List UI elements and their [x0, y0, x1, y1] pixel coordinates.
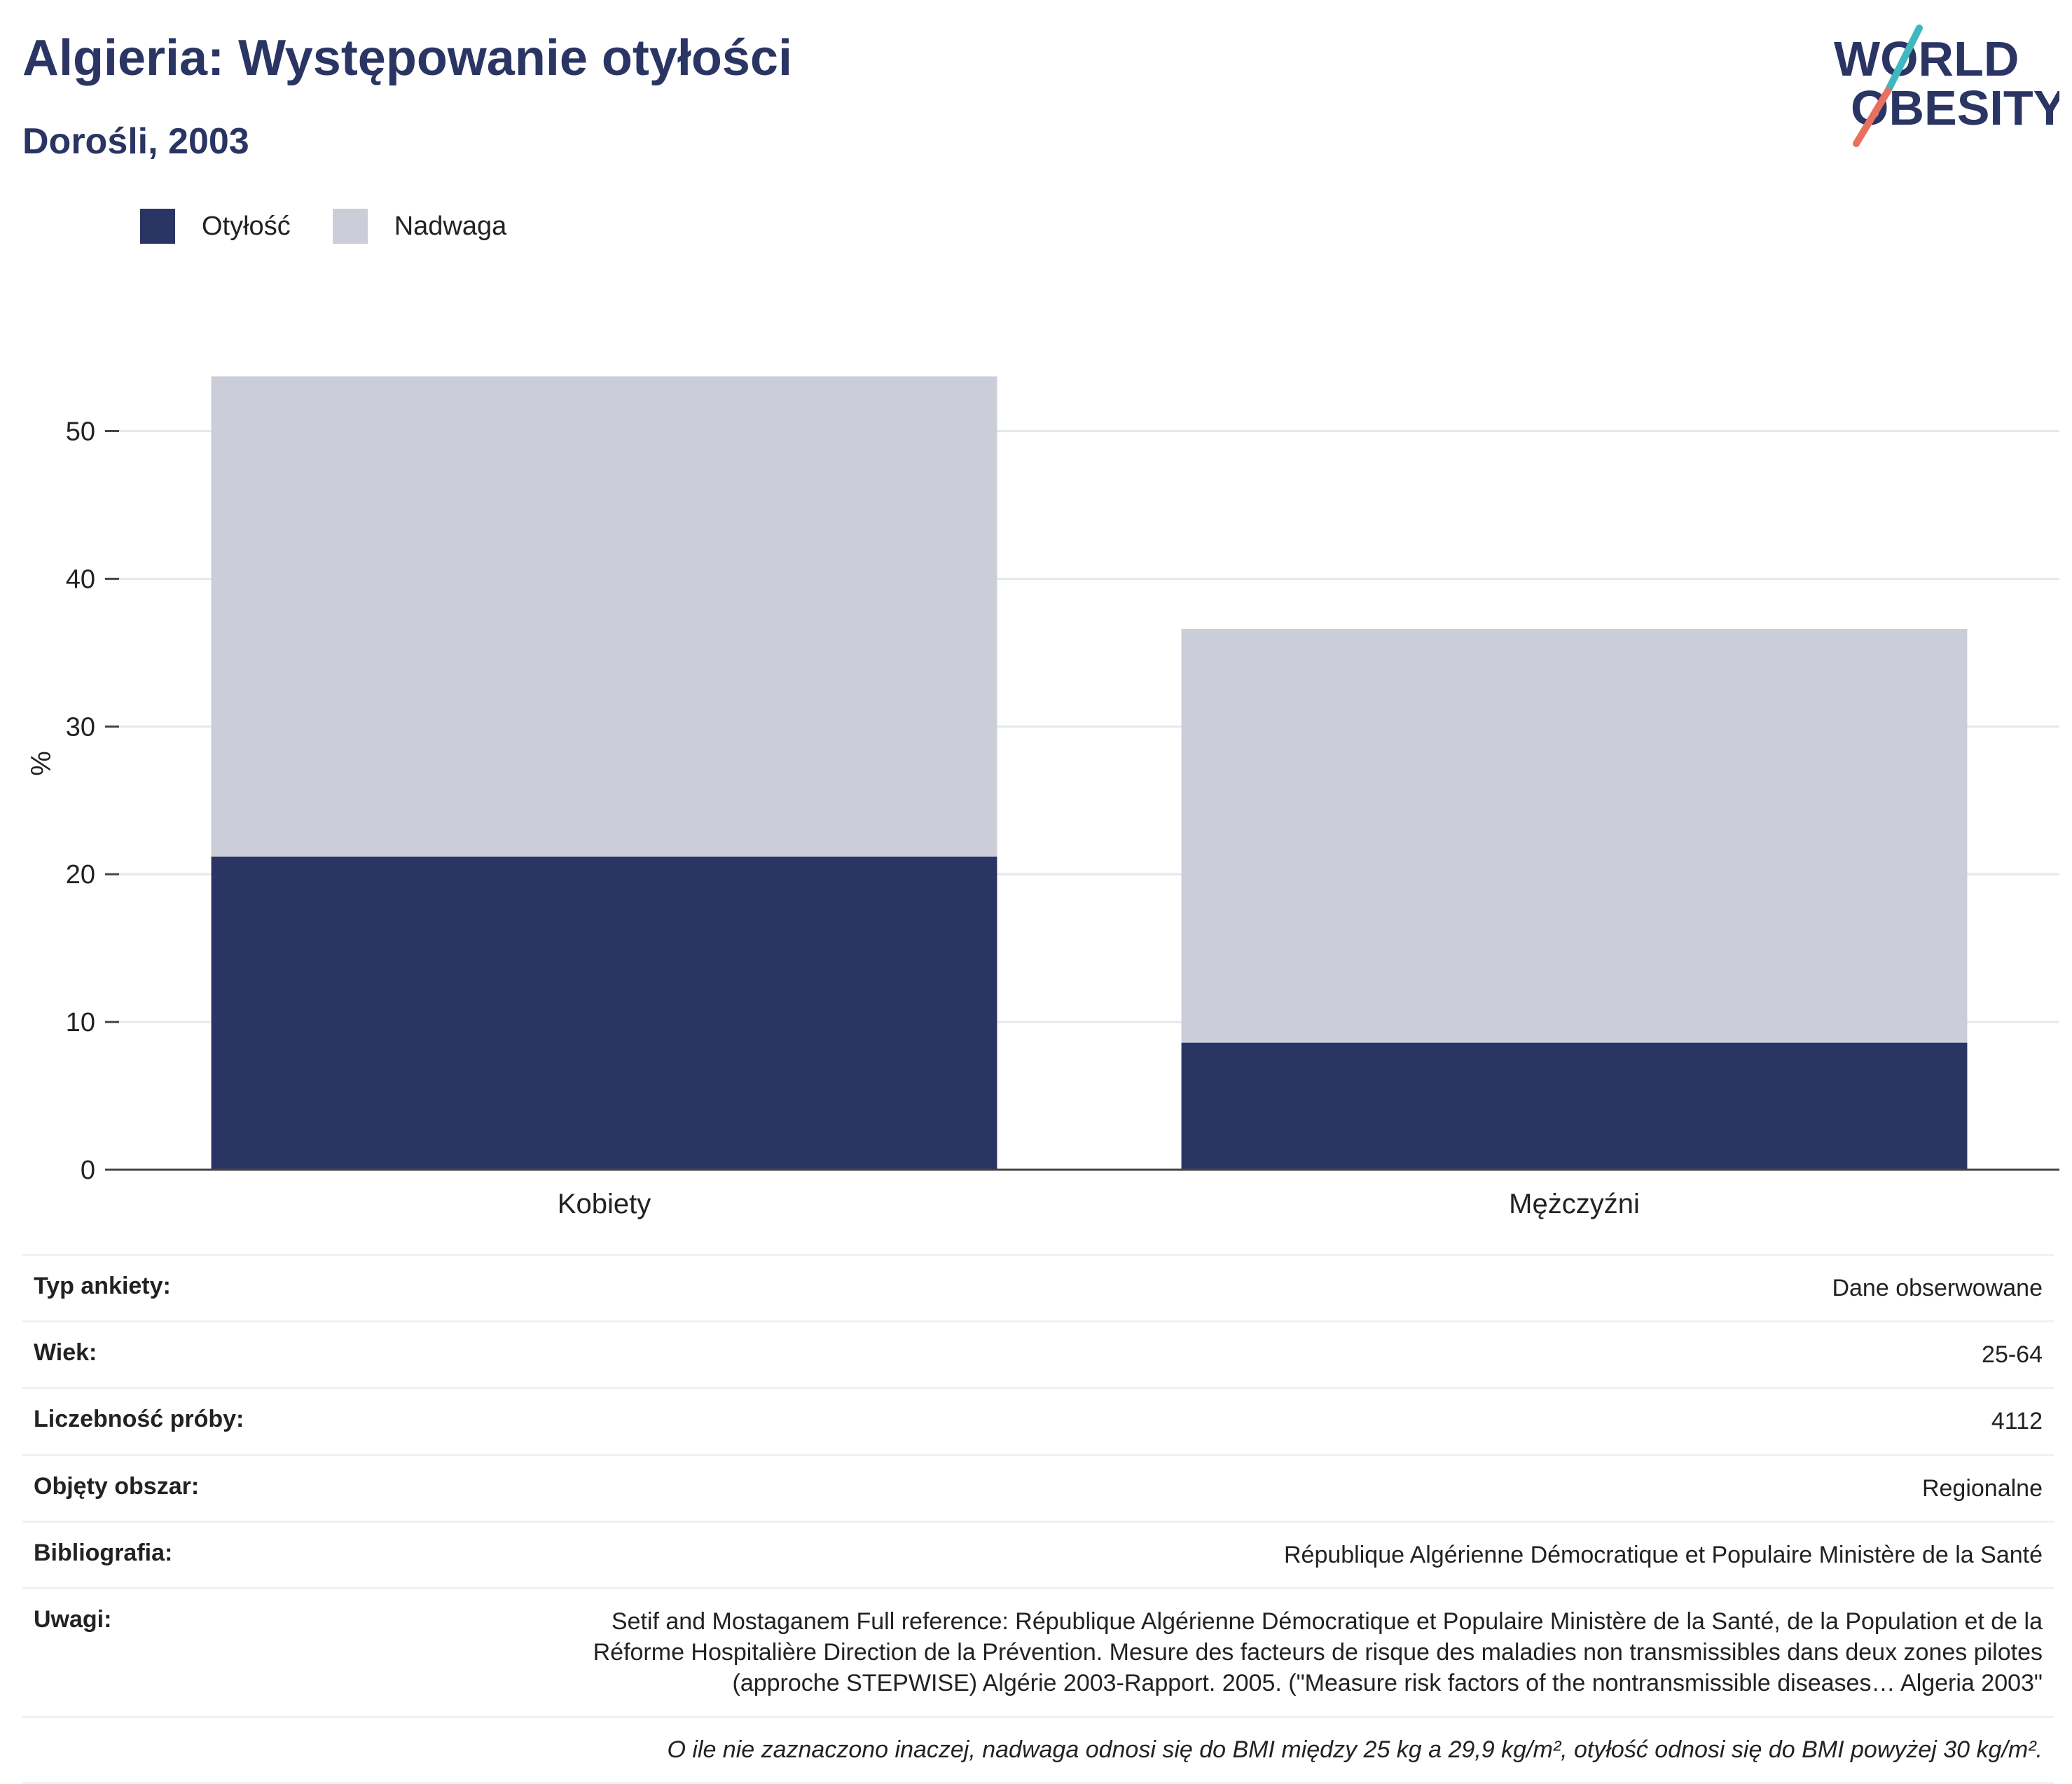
info-row: Wiek: 25-64 — [22, 1321, 2054, 1388]
bar-obesity-1 — [1181, 1042, 1968, 1170]
y-tick-label-30: 30 — [66, 712, 95, 742]
legend-label-obesity: Otyłość — [202, 211, 291, 241]
info-row: Objęty obszar: Regionalne — [22, 1455, 2054, 1521]
y-tick-label-10: 10 — [66, 1008, 95, 1037]
stacked-bar-chart: 0 10 20 30 40 50% Kobiety Mężczyźni — [26, 376, 2059, 1219]
legend-label-overweight: Nadwaga — [394, 211, 507, 241]
logo-slash-top — [1884, 25, 1923, 95]
y-tick-label-40: 40 — [66, 565, 95, 594]
footnote-row: O ile nie zaznaczono inaczej, nadwaga od… — [22, 1717, 2054, 1783]
legend-item-overweight[interactable]: Nadwaga — [332, 209, 507, 244]
chart-legend: Otyłość Nadwaga — [140, 209, 548, 244]
info-value: 4112 — [1991, 1408, 2043, 1435]
survey-info-table: Typ ankiety: Dane obserwowane Wiek: 25-64 Li… — [22, 1254, 2054, 1784]
legend-swatch-obesity — [140, 209, 175, 244]
y-axis-label: % — [26, 751, 57, 776]
x-tick-label-0: Kobiety — [558, 1189, 651, 1219]
page-subtitle: Dorośli, 2003 — [22, 121, 249, 162]
info-key: Objęty obszar: — [34, 1472, 200, 1500]
world-obesity-logo: WORLD OBESITY — [1834, 25, 2059, 147]
y-tick-label-20: 20 — [66, 860, 95, 890]
info-value: Dane obserwowane — [1832, 1275, 2043, 1301]
y-tick-label-0: 0 — [81, 1156, 95, 1185]
legend-swatch-overweight — [332, 209, 368, 244]
info-key: Typ ankiety: — [34, 1273, 171, 1299]
y-tick-label-50: 50 — [66, 417, 95, 446]
logo-text-obesity: OBESITY — [1851, 81, 2059, 135]
legend-item-obesity[interactable]: Otyłość — [140, 209, 291, 244]
info-value: République Algérienne Démocratique et Po… — [1283, 1541, 2043, 1568]
bar-overweight-0 — [211, 376, 997, 857]
logo-slash-bottom — [1853, 88, 1891, 147]
info-row: Bibliografia: République Algérienne Démoc… — [22, 1521, 2054, 1588]
info-row: Typ ankiety: Dane obserwowane — [22, 1254, 2054, 1322]
info-value: Regionalne — [1921, 1474, 2043, 1502]
x-tick-label-1: Mężczyźni — [1509, 1189, 1640, 1219]
bar-overweight-1 — [1181, 629, 1968, 1043]
footnote-text: O ile nie zaznaczono inaczej, nadwaga od… — [667, 1736, 2043, 1763]
bar-obesity-0 — [211, 856, 997, 1170]
info-key: Wiek: — [34, 1339, 97, 1367]
info-row: Liczebność próby: 4112 — [22, 1388, 2054, 1455]
page-title: Algieria: Występowanie otyłości — [22, 30, 792, 86]
info-row: Uwagi: Setif and Mostaganem Full referenc… — [22, 1588, 2054, 1717]
info-value: 25-64 — [1982, 1341, 2043, 1369]
info-key: Bibliografia: — [34, 1539, 173, 1566]
logo-text-world: WORLD — [1834, 32, 2019, 86]
info-value: Setif and Mostaganem Full reference: Rép… — [593, 1607, 2043, 1697]
info-key: Liczebność próby: — [34, 1406, 244, 1433]
info-key: Uwagi: — [34, 1605, 112, 1633]
